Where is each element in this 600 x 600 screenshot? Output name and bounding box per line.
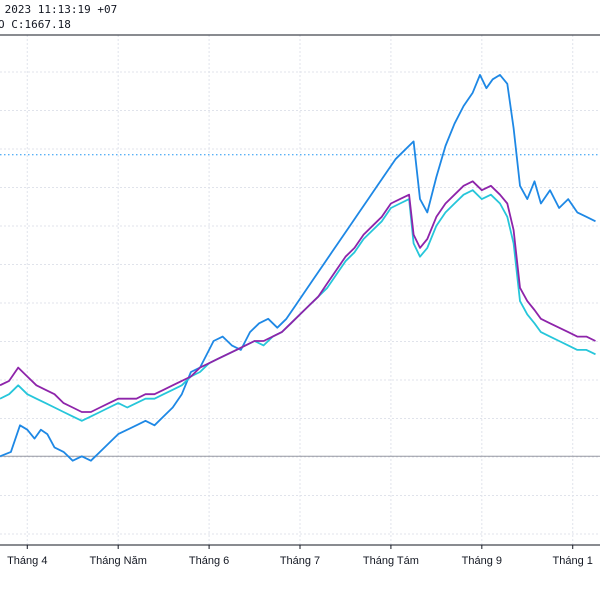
x-tick-label: Tháng 7 xyxy=(280,555,320,567)
x-tick-label: Tháng 4 xyxy=(7,555,47,567)
x-tick-label: Tháng Tám xyxy=(363,555,419,567)
series-line-1 xyxy=(0,74,596,462)
x-axis: Tháng 4 Tháng Năm Tháng 6 Tháng 7 Tháng Tám T… xyxy=(0,544,600,567)
series-layer xyxy=(0,74,596,462)
series-line-3 xyxy=(0,180,596,413)
x-tick-label: Tháng 6 xyxy=(189,555,229,567)
reference-lines xyxy=(0,154,600,457)
ohlc-readout: O C:1667.18 xyxy=(0,18,71,31)
x-tick-label: Tháng 1 xyxy=(553,555,593,567)
timestamp-readout: 2023 11:13:19 +07 xyxy=(0,3,118,16)
series-line-2 xyxy=(0,189,596,422)
grid xyxy=(0,34,600,545)
x-tick-label: Tháng Năm xyxy=(89,555,146,567)
x-tick-label: Tháng 9 xyxy=(462,555,502,567)
